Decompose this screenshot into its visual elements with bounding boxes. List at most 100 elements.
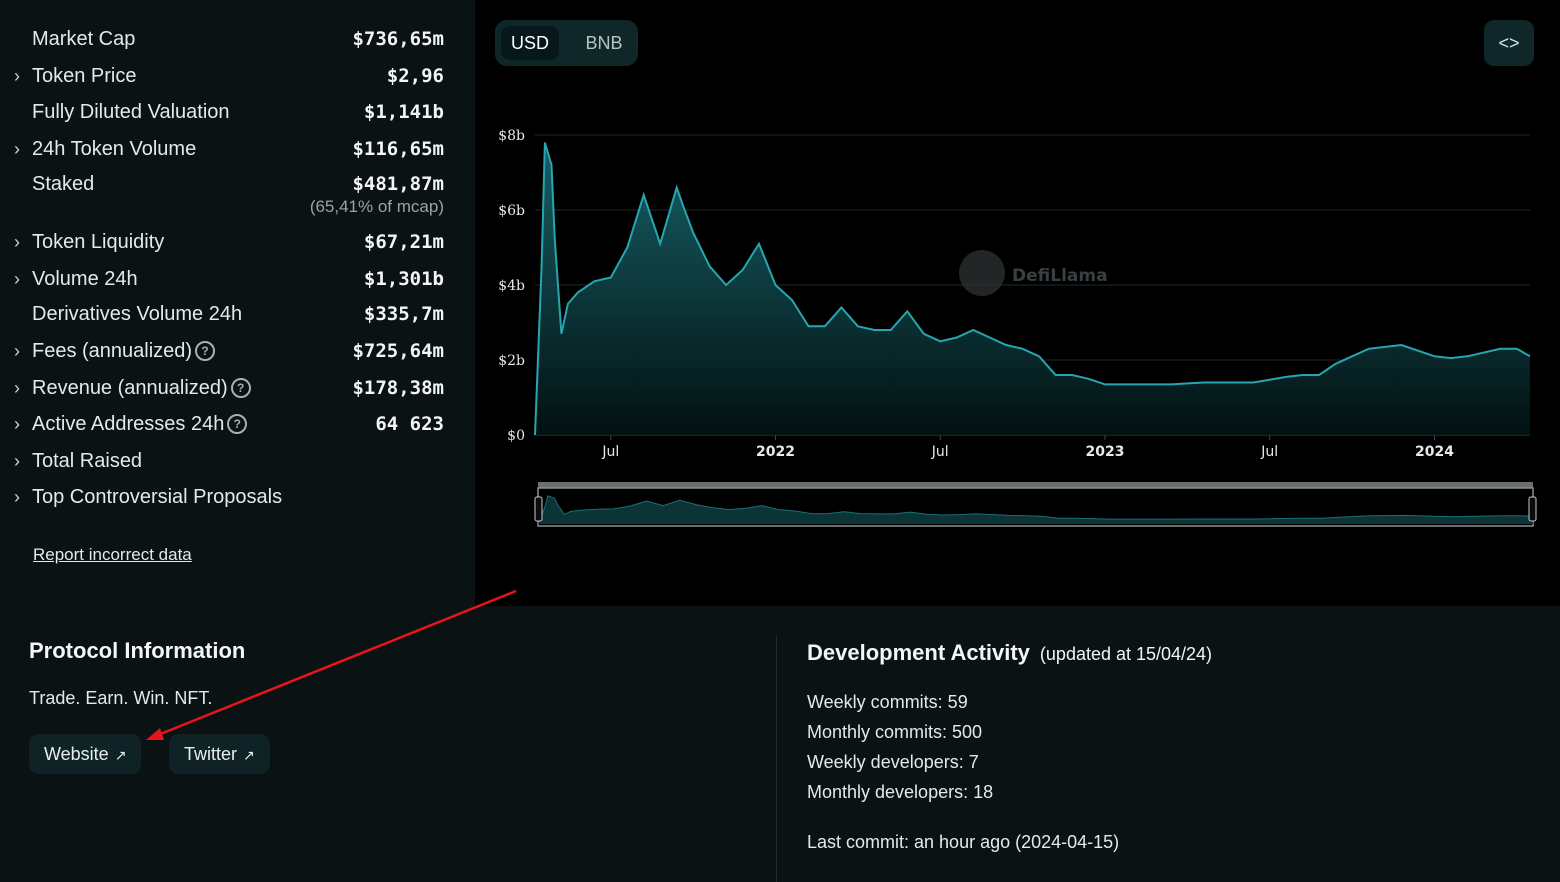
stat-label-group: Fully Diluted Valuation [14,99,230,125]
help-icon[interactable]: ? [227,414,248,434]
stat-label-group: › Token Price [14,63,137,89]
stat-value-group: $725,64m [352,338,444,364]
protocol-info-title: Protocol Information [29,638,246,663]
range-handle-right[interactable] [1528,496,1537,522]
stat-value: $116,65m [352,138,444,160]
stat-row[interactable]: › Revenue (annualized)? $178,38m [14,375,444,401]
x-tick-label: 2022 [756,444,795,460]
stat-label: 24h Token Volume [32,138,197,160]
chevron-right-icon[interactable]: › [14,232,20,252]
stat-value: $2,96 [386,65,444,87]
stat-subvalue: (65,41% of mcap) [309,197,444,216]
stat-row[interactable]: › Total Raised [14,448,444,474]
stat-value: $335,7m [363,303,444,325]
external-link-icon: ↗ [243,747,255,763]
chevron-right-icon[interactable]: › [14,269,20,289]
external-link-icon: ↗ [114,747,127,763]
watermark-text: DefiLlama [1012,266,1108,286]
chevron-right-icon[interactable]: › [14,341,20,361]
section-divider [776,636,777,882]
x-tick-label: Jul [1260,444,1278,460]
weekly-developers: Weekly developers: 7 [807,752,979,772]
stat-row[interactable]: › Token Price $2,96 [14,63,444,89]
stat-label: Top Controversial Proposals [32,486,283,508]
help-icon[interactable]: ? [230,378,251,398]
dev-activity-title: Development Activity (updated at 15/04/24… [807,640,1212,666]
bottom-section: Protocol Information Trade. Earn. Win. N… [0,606,1560,882]
y-tick-label: $4b [498,278,525,294]
stat-row[interactable]: › 24h Token Volume $116,65m [14,136,444,162]
chevron-right-icon[interactable]: › [14,378,20,398]
stat-label: Fully Diluted Valuation [32,101,230,123]
stat-row[interactable]: › Token Liquidity $67,21m [14,229,444,255]
currency-toggle: USD BNB [495,20,638,66]
stat-label: Active Addresses 24h [32,413,225,435]
chevron-right-icon[interactable]: › [14,139,20,159]
stat-label: Fees (annualized) [32,340,193,362]
currency-usd-button[interactable]: USD [501,26,559,60]
stat-value-group: $2,96 [387,63,444,89]
stat-value-group: $481,87m (65,41% of mcap) [310,171,444,217]
chart-area-fill [535,142,1530,435]
stat-label-group: Derivatives Volume 24h [14,301,242,327]
stat-label-group: › Token Liquidity [14,229,164,255]
tvl-chart[interactable]: $0 $2b $4b $6b $8b Jul 2022 Jul 2023 Jul 2024 DefiL… [475,0,1560,540]
stat-value-group: $1,301b [364,266,444,292]
stat-label-group: › Top Controversial Proposals [14,484,282,510]
stat-label-group: › 24h Token Volume [14,136,196,162]
stat-value-group: $116,65m [352,136,444,162]
stat-value: $67,21m [363,231,444,253]
monthly-commits: Monthly commits: 500 [807,722,983,742]
stat-label: Token Liquidity [32,231,165,253]
stat-label-group: › Volume 24h [14,266,138,292]
stat-row[interactable]: › Top Controversial Proposals [14,484,444,510]
y-tick-label: $6b [498,203,525,219]
stat-value-group: $1,141b [364,99,444,125]
twitter-label: Twitter [184,744,238,764]
twitter-button[interactable]: Twitter ↗ [169,734,270,774]
chart-panel: USD BNB <> $0 $2b $4b $6b $8b Jul 2022 Jul 2023 J… [475,0,1560,606]
stat-row: Staked $481,87m (65,41% of mcap) [14,171,444,217]
range-handle-left[interactable] [534,496,543,522]
minimap-area [538,495,1533,524]
stat-value-group: $178,38m [352,375,444,401]
stat-row: Market Cap $736,65m [14,26,444,52]
currency-bnb-button[interactable]: BNB [585,33,623,53]
report-incorrect-data-link[interactable]: Report incorrect data [33,545,192,564]
stat-row[interactable]: › Fees (annualized)? $725,64m [14,338,444,364]
website-button[interactable]: Website ↗ [29,734,142,774]
stat-row: Derivatives Volume 24h $335,7m [14,301,444,327]
stat-row[interactable]: › Volume 24h $1,301b [14,266,444,292]
last-commit: Last commit: an hour ago (2024-04-15) [807,832,1120,852]
website-label: Website [44,744,109,764]
stat-label: Total Raised [32,450,143,472]
stat-value-group: $67,21m [364,229,444,255]
code-embed-icon[interactable]: <> [1484,20,1534,66]
x-tick-label: Jul [601,444,619,460]
stat-value: $1,301b [363,268,444,290]
y-tick-label: $8b [498,128,525,144]
stat-label: Token Price [32,65,137,87]
stat-value: $736,65m [352,28,444,50]
stat-label: Staked [32,173,95,195]
chevron-right-icon[interactable]: › [14,487,20,507]
stat-value-group: $736,65m [352,26,444,52]
chart-series-line[interactable] [534,142,1531,436]
stat-value: 64 623 [375,413,444,435]
chevron-right-icon[interactable]: › [14,66,20,86]
help-icon[interactable]: ? [195,341,216,361]
y-tick-label: $0 [507,428,525,444]
stat-label: Market Cap [32,28,136,50]
stat-label-group: Staked [14,171,94,197]
stat-label: Revenue (annualized) [32,377,228,399]
stat-value: $481,87m [352,173,444,195]
chevron-right-icon[interactable]: › [14,414,20,434]
stat-value: $725,64m [352,340,444,362]
x-tick-label: 2023 [1085,444,1124,460]
chevron-right-icon[interactable]: › [14,451,20,471]
defillama-watermark: DefiLlama [959,250,1108,296]
stat-value-group: $335,7m [364,301,444,327]
protocol-description: Trade. Earn. Win. NFT. [29,688,213,708]
stat-row[interactable]: › Active Addresses 24h? 64 623 [14,411,444,437]
range-slider-track[interactable] [538,482,1533,488]
